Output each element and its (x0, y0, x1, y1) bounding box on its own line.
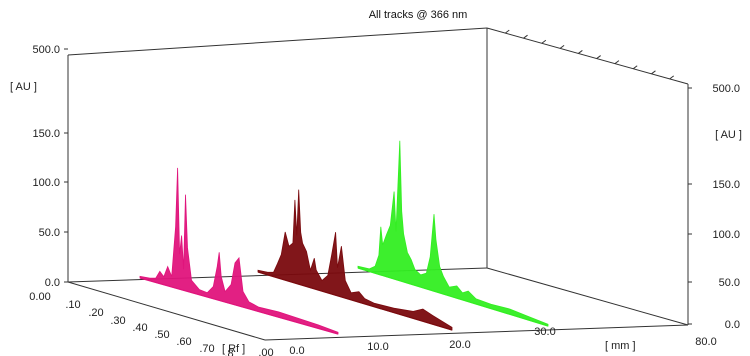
right-tick-label: 100.0 (712, 229, 740, 241)
rf-tick-label: .10 (65, 299, 80, 311)
back-edge-ticks (504, 29, 675, 80)
left-axis-label: [ AU ] (10, 81, 37, 93)
series-area (357, 140, 549, 327)
series-baseline (139, 277, 339, 335)
mm-tick-label: 30.0 (534, 326, 555, 338)
back-edge-tick (669, 75, 675, 80)
right-floor-edge (486, 267, 689, 326)
series-baseline (257, 271, 453, 331)
right-tick-label: 150.0 (712, 179, 740, 191)
back-edge-tick (596, 55, 601, 59)
rf-axis-line (67, 281, 266, 341)
left-tick-label: 100.0 (32, 177, 60, 189)
mm-axis-label: [ mm ] (605, 340, 636, 352)
chart-title: All tracks @ 366 nm (369, 9, 468, 21)
back-edge-tick (541, 39, 547, 44)
rf-tick-label: .50 (154, 329, 169, 341)
left-tick-label: 500.0 (32, 44, 60, 56)
back-edge-tick (632, 65, 638, 70)
mm-tick-label: 10.0 (367, 341, 388, 353)
back-edge-tick (559, 44, 565, 49)
series-area (139, 167, 339, 335)
rf-tick-label: .8 (224, 348, 233, 356)
rf-axis-label: [ Rf ] (222, 343, 245, 355)
series-track (257, 189, 453, 331)
top-back-edge (67, 27, 488, 56)
rf-tick-label: .60 (176, 336, 191, 348)
series-track (139, 167, 339, 335)
back-edge-tick (614, 60, 620, 65)
rf-tick-label: .20 (88, 307, 103, 319)
mm-tick-label: 80.0 (695, 336, 716, 348)
mm-tick-label: 0.0 (289, 345, 304, 356)
right-tick-label: 500.0 (712, 83, 740, 95)
back-edge-tick (504, 29, 510, 34)
series-track (357, 140, 549, 327)
series-baseline (357, 267, 549, 327)
right-tick-label: 50.0 (719, 277, 740, 289)
rf-tick-label: .40 (132, 322, 147, 334)
axis-labels: 0.0 50.0 100.0 150.0 500.0 [ AU ] 0.0 50.0 100.0… (10, 44, 742, 356)
mm-axis-line (264, 324, 689, 341)
left-tick-label: 150.0 (32, 128, 60, 140)
axes-frame (64, 27, 692, 341)
left-tick-label: 50.0 (39, 227, 60, 239)
rf-tick-label: .70 (199, 343, 214, 355)
mm-tick-label: 20.0 (449, 339, 470, 351)
left-tick-label: 0.0 (45, 277, 60, 289)
top-right-edge (486, 27, 689, 85)
rf-tick-label: .00 (258, 347, 273, 356)
right-tick-label: 0.0 (725, 319, 740, 331)
right-axis-label: [ AU ] (715, 129, 742, 141)
series-layer (139, 140, 549, 335)
back-edge-tick (651, 70, 656, 75)
series-area (257, 189, 453, 331)
rf-tick-label: .30 (110, 315, 125, 327)
rf-tick-label: 0.00 (29, 291, 50, 303)
back-edge-tick (523, 34, 528, 39)
back-edge-tick (578, 50, 583, 54)
